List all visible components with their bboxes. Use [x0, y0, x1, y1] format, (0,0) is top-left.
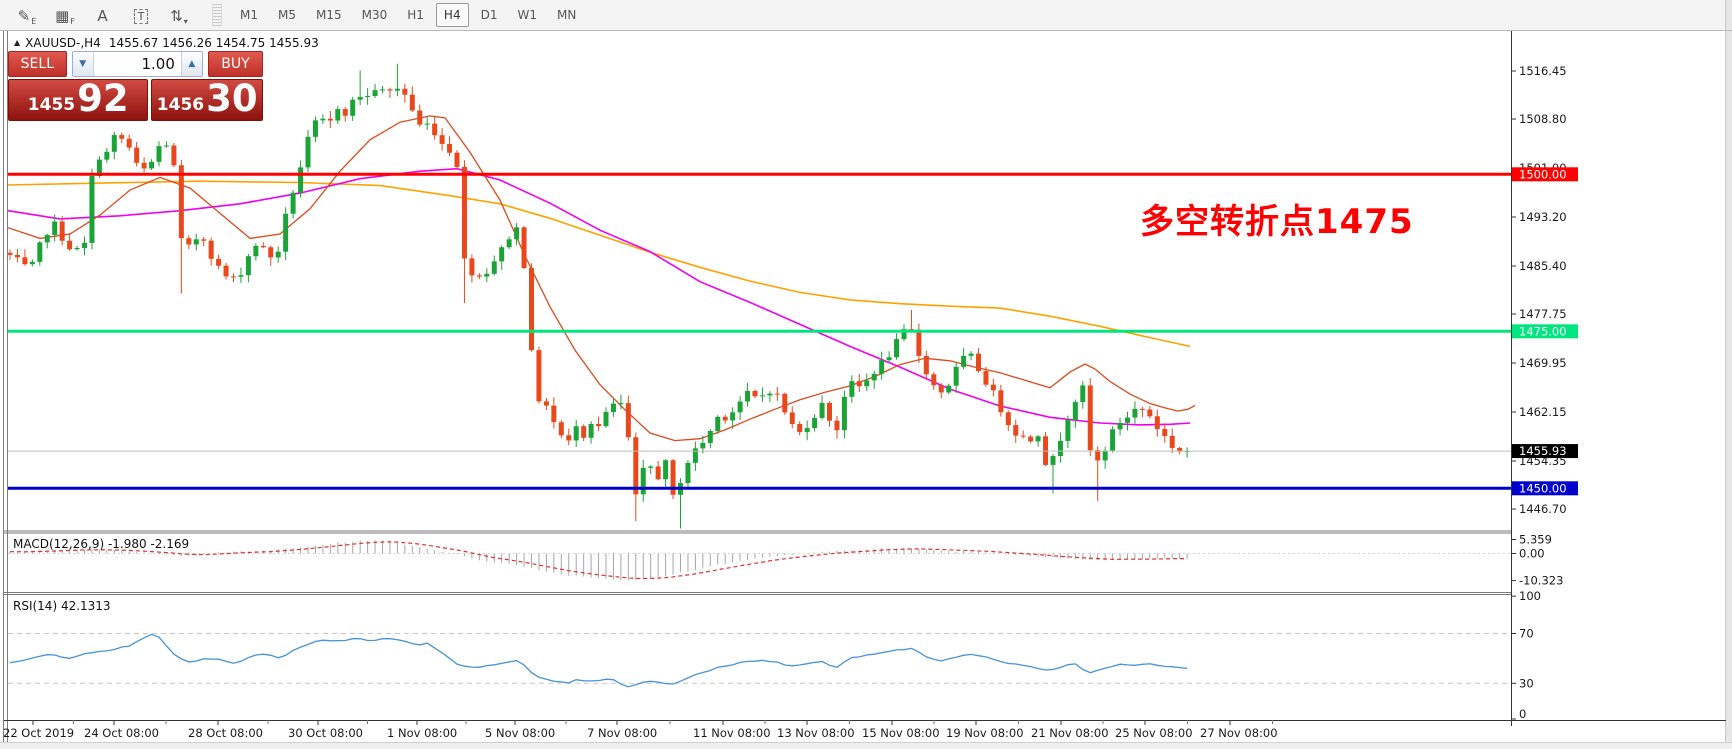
candles-layer: [8, 63, 1190, 529]
volume-increase-button[interactable]: ▲: [180, 52, 202, 76]
timeframe-h4[interactable]: H4: [435, 3, 469, 27]
buy-price-big: 30: [206, 77, 258, 120]
toolbar-grip[interactable]: [212, 4, 222, 26]
drawing-tools-group: ✎ E ▦ F A T ⇅ ▾: [8, 2, 198, 28]
main-price-pane: [8, 63, 1511, 529]
symbol-marker-icon: ▲: [14, 38, 21, 47]
ma-magenta-line: [8, 167, 1191, 426]
level-badge-1500.00-text: 1500.00: [1519, 167, 1567, 181]
time-tick-label: 27 Nov 08:00: [1200, 726, 1278, 740]
ma-orange-line: [8, 180, 1191, 348]
volume-decrease-button[interactable]: ▼: [72, 52, 94, 76]
time-tick-label: 24 Oct 08:00: [84, 726, 159, 740]
rsi-tick-label: 0: [1519, 707, 1526, 721]
sell-price-big: 92: [77, 77, 129, 120]
time-tick-label: 11 Nov 08:00: [693, 726, 771, 740]
macd-indicator-label: MACD(12,26,9) -1.980 -2.169: [13, 537, 190, 551]
timeframe-mn[interactable]: MN: [556, 8, 577, 22]
buy-button[interactable]: BUY: [207, 51, 263, 77]
timeframe-m30[interactable]: M30: [361, 8, 388, 22]
sell-price-box[interactable]: 1455 92: [8, 77, 149, 121]
time-tick-label: 30 Oct 08:00: [288, 726, 363, 740]
rsi-tick-label: 100: [1519, 589, 1541, 603]
price-tick-label: 1493.20: [1519, 210, 1567, 224]
top-toolbar: ✎ E ▦ F A T ⇅ ▾ M1 M5 M15 M30 H1 H4 D1 W1 MN: [0, 0, 1732, 31]
price-tick-label: 1446.70: [1519, 502, 1567, 516]
macd-signal-line: [10, 541, 1188, 580]
rsi-pane: [8, 633, 1511, 688]
timeframe-h1[interactable]: H1: [407, 8, 424, 22]
time-tick-label: 21 Nov 08:00: [1031, 726, 1109, 740]
time-tick-label: 7 Nov 08:00: [587, 726, 657, 740]
rsi-tick-label: 30: [1519, 676, 1534, 690]
symbol-title: XAUUSD-,H4: [25, 36, 101, 50]
ohlc-readout: 1455.67 1456.26 1454.75 1455.93: [108, 36, 319, 50]
time-tick-label: 28 Oct 08:00: [188, 726, 263, 740]
price-axis: 1516.451508.801501.001493.201485.401477.…: [1511, 64, 1578, 721]
chart-annotation-text: 多空转折点1475: [1140, 202, 1414, 242]
buy-price-box[interactable]: 1456 30: [151, 79, 263, 121]
rsi-line: [9, 633, 1188, 688]
text-label-tool-icon[interactable]: T: [124, 2, 158, 28]
timeframe-m15[interactable]: M15: [316, 8, 342, 22]
time-tick-label: 22 Oct 2019: [3, 726, 74, 740]
buy-price-small: 1456: [156, 95, 205, 115]
timeframe-buttons-group: M1 M5 M15 M30 H1 H4 D1 W1 MN: [230, 3, 586, 27]
price-tick-label: 1462.15: [1519, 405, 1567, 419]
window-right-edge: [1725, 0, 1732, 748]
time-tick-label: 13 Nov 08:00: [777, 726, 855, 740]
sell-button[interactable]: SELL: [8, 51, 67, 77]
time-axis: 22 Oct 2019 24 Oct 08:00 28 Oct 08:00 30 Oc…: [3, 720, 1278, 740]
macd-tick-label: -10.323: [1519, 573, 1563, 587]
rsi-tick-label: 70: [1519, 627, 1534, 641]
one-click-trade-panel: SELL ▼ 1.00 ▲ BUY 1455 92 1456 30: [8, 51, 263, 121]
volume-spinner: ▼ 1.00 ▲: [71, 51, 203, 77]
window-bottom-edge: [0, 742, 1732, 749]
price-tick-label: 1508.80: [1519, 112, 1567, 126]
ma-red-line: [8, 115, 1196, 442]
macd-tick-label: 0.00: [1519, 547, 1545, 561]
price-tick-label: 1477.75: [1519, 307, 1567, 321]
time-tick-label: 1 Nov 08:00: [387, 726, 457, 740]
timeframe-d1[interactable]: D1: [480, 8, 498, 22]
price-tick-label: 1516.45: [1519, 64, 1567, 78]
chart-symbol-header: ▲ XAUUSD-,H4 1455.67 1456.26 1454.75 1455.…: [14, 36, 319, 50]
timeframe-m1[interactable]: M1: [240, 8, 258, 22]
timeframe-m5[interactable]: M5: [278, 8, 296, 22]
volume-input[interactable]: 1.00: [141, 55, 175, 73]
price-tick-label: 1469.95: [1519, 356, 1567, 370]
price-tick-label: 1485.40: [1519, 259, 1567, 273]
current-price-badge: [1512, 444, 1578, 459]
time-tick-label: 19 Nov 08:00: [946, 726, 1024, 740]
timeframe-w1[interactable]: W1: [517, 8, 537, 22]
fibonacci-grid-tool-icon[interactable]: ▦ F: [55, 7, 75, 26]
level-badge-1450.00-text: 1450.00: [1519, 481, 1567, 495]
text-tool-icon[interactable]: A: [97, 7, 108, 25]
crayon-tool-icon[interactable]: ✎ E: [17, 7, 37, 26]
time-tick-label: 5 Nov 08:00: [485, 726, 555, 740]
rsi-indicator-label: RSI(14) 42.1313: [13, 599, 111, 613]
level-badge-1475.00-text: 1475.00: [1519, 324, 1567, 338]
sell-price-small: 1455: [27, 95, 76, 115]
time-tick-label: 15 Nov 08:00: [862, 726, 940, 740]
time-tick-label: 25 Nov 08:00: [1115, 726, 1193, 740]
level-badge-1475.00: [1512, 324, 1578, 339]
level-badge-1500.00: [1512, 167, 1578, 182]
arrows-tool-icon[interactable]: ⇅ ▾: [170, 7, 188, 26]
level-badge-1450.00: [1512, 481, 1578, 496]
macd-tick-label: 5.359: [1519, 533, 1552, 547]
current-price-badge-text: 1455.93: [1519, 444, 1567, 458]
macd-pane: [8, 540, 1511, 581]
